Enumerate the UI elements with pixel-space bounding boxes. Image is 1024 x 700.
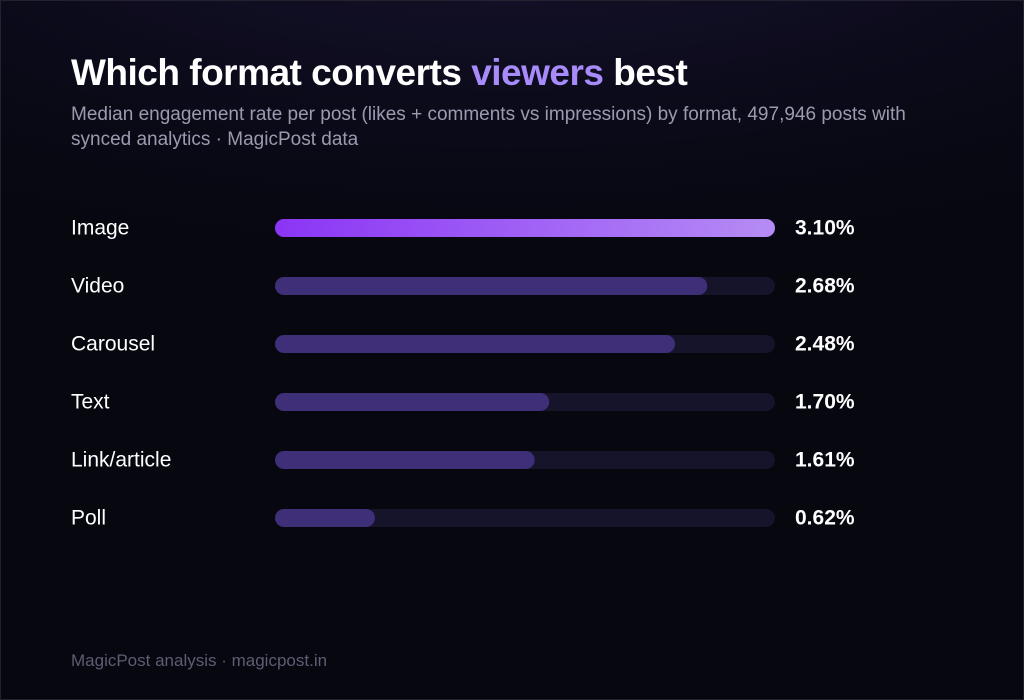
value-label: 1.61%: [795, 449, 855, 472]
bar: [275, 451, 535, 469]
bar-row: Poll 0.62%: [71, 507, 855, 530]
value-label: 2.48%: [795, 333, 855, 356]
value-label: 0.62%: [795, 507, 855, 530]
value-label: 2.68%: [795, 275, 855, 298]
bar-row: Image 3.10%: [71, 217, 855, 240]
chart-subtitle: Median engagement rate per post (likes +…: [71, 104, 906, 150]
value-label: 3.10%: [795, 217, 855, 240]
category-label: Link/article: [71, 449, 171, 472]
value-label: 1.70%: [795, 391, 855, 414]
bar: [275, 393, 550, 411]
bar-row: Video 2.68%: [71, 275, 855, 298]
bar-row: Link/article 1.61%: [71, 449, 855, 472]
chart-title-highlight: viewers: [471, 52, 604, 93]
bar: [275, 335, 675, 353]
category-label: Carousel: [71, 333, 155, 356]
category-label: Image: [71, 217, 129, 240]
category-label: Text: [71, 391, 110, 414]
chart-title-suffix: best: [603, 52, 688, 93]
bar-row: Text 1.70%: [71, 391, 855, 414]
chart-title: Which format converts viewers best: [71, 51, 688, 95]
bar: [275, 277, 708, 295]
bar-highlighted: [275, 219, 775, 237]
bar-row: Carousel 2.48%: [71, 333, 855, 356]
bar-track: [275, 509, 775, 527]
bar: [275, 509, 375, 527]
chart-title-prefix: Which format converts: [71, 52, 472, 93]
category-label: Video: [71, 275, 124, 298]
chart-footer: MagicPost analysis · magicpost.in: [71, 651, 328, 670]
category-label: Poll: [71, 507, 106, 530]
